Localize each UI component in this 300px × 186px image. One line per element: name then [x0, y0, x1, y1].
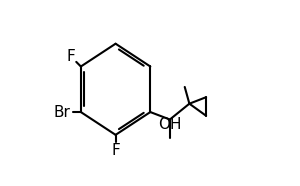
Text: F: F	[111, 143, 120, 158]
Text: F: F	[66, 49, 75, 64]
Text: OH: OH	[158, 117, 181, 132]
Text: Br: Br	[54, 105, 71, 120]
